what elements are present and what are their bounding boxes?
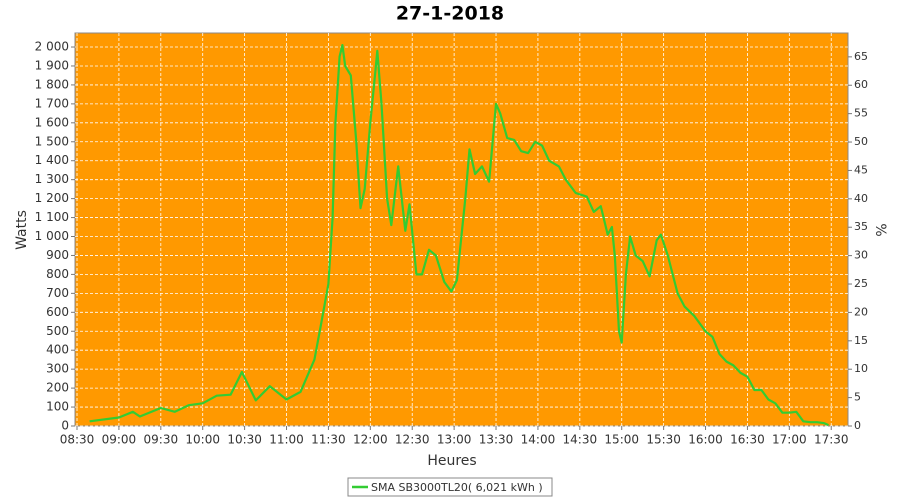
x-tick-label: 14:30	[563, 433, 598, 447]
y-tick-label: 1 100	[35, 210, 69, 224]
y-tick-label: 1 200	[35, 191, 69, 205]
legend-label: SMA SB3000TL20( 6,021 kWh )	[371, 481, 543, 494]
y-tick-label: 1 600	[35, 115, 69, 129]
y-tick-label: 1 000	[35, 229, 69, 243]
chart-title: 27-1-2018	[396, 3, 504, 25]
x-tick-label: 12:00	[353, 433, 388, 447]
y2-tick-label: 10	[854, 362, 868, 375]
x-tick-label: 09:30	[144, 433, 179, 447]
y-tick-label: 2 000	[35, 40, 69, 54]
y-tick-label: 100	[46, 400, 69, 414]
x-tick-label: 08:30	[60, 433, 95, 447]
x-tick-label: 13:00	[437, 433, 472, 447]
y2-tick-label: 15	[854, 334, 868, 347]
x-tick-label: 09:00	[102, 433, 137, 447]
y2-tick-label: 65	[854, 50, 868, 63]
y2-axis-label: %	[872, 223, 888, 236]
y2-tick-label: 0	[854, 419, 861, 432]
y2-tick-label: 35	[854, 220, 868, 233]
series-line	[89, 44, 829, 427]
y2-tick-label: 30	[854, 249, 868, 262]
x-tick-label: 15:00	[604, 433, 639, 447]
x-tick-label: 17:00	[772, 433, 807, 447]
y-tick-label: 1 800	[35, 77, 69, 91]
x-tick-label: 12:30	[395, 433, 430, 447]
y2-tick-label: 40	[854, 192, 868, 205]
y2-tick-label: 25	[854, 277, 868, 290]
y2-tick-label: 50	[854, 135, 868, 148]
x-tick-label: 11:00	[269, 433, 304, 447]
x-tick-label: 10:30	[227, 433, 262, 447]
y-tick-label: 500	[46, 324, 69, 338]
x-tick-label: 11:30	[311, 433, 346, 447]
y-tick-label: 200	[46, 381, 69, 395]
x-tick-label: 15:30	[646, 433, 681, 447]
y-tick-label: 1 700	[35, 96, 69, 110]
x-tick-label: 13:30	[479, 433, 514, 447]
x-tick-label: 14:00	[521, 433, 556, 447]
y-tick-label: 800	[46, 267, 69, 281]
y2-tick-label: 60	[854, 78, 868, 91]
y-tick-label: 1 900	[35, 58, 69, 72]
y-tick-label: 900	[46, 248, 69, 262]
y-tick-label: 700	[46, 286, 69, 300]
y-tick-label: 0	[61, 419, 69, 433]
legend-box	[347, 477, 553, 497]
y-tick-label: 1 300	[35, 172, 69, 186]
y2-tick-label: 20	[854, 305, 868, 318]
y2-tick-label: 45	[854, 163, 868, 176]
y-tick-label: 300	[46, 362, 69, 376]
x-tick-label: 10:00	[185, 433, 220, 447]
y-tick-label: 600	[46, 305, 69, 319]
y2-tick-label: 5	[854, 391, 861, 404]
x-tick-label: 16:30	[730, 433, 765, 447]
y2-tick-label: 55	[854, 107, 868, 120]
y-tick-label: 1 400	[35, 153, 69, 167]
y-tick-label: 400	[46, 343, 69, 357]
y-axis-label: Watts	[14, 210, 30, 250]
x-tick-label: 16:00	[688, 433, 723, 447]
x-tick-label: 17:30	[814, 433, 849, 447]
x-axis-label: Heures	[427, 453, 476, 469]
y-tick-label: 1 500	[35, 134, 69, 148]
